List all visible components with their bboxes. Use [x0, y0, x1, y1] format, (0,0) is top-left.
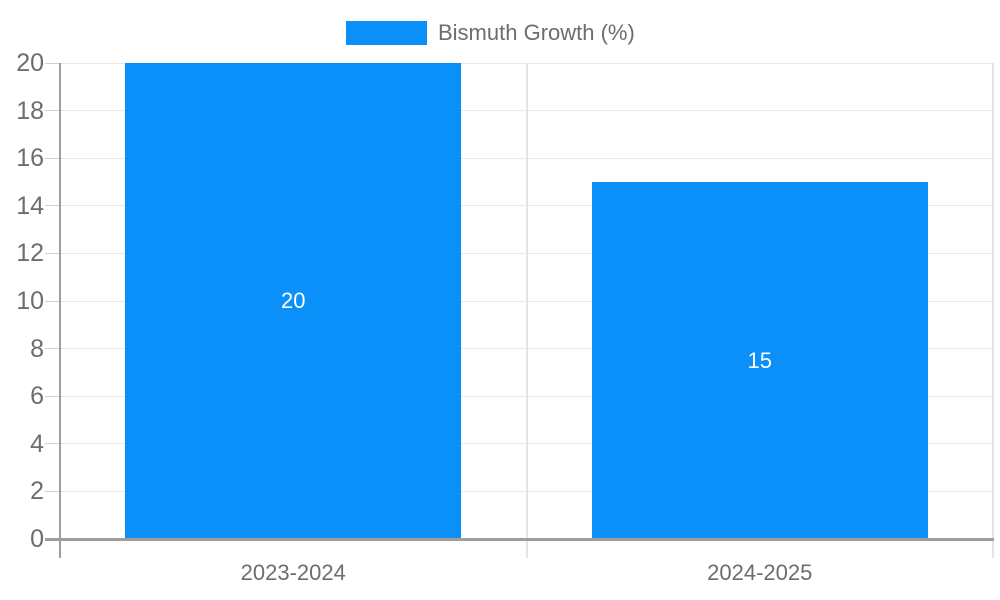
x-axis-line: [45, 538, 994, 541]
legend-label: Bismuth Growth (%): [438, 20, 635, 45]
y-axis-tick: [45, 348, 60, 350]
y-axis-tick: [45, 157, 60, 159]
y-axis-label: 18: [16, 96, 44, 125]
y-axis-tick: [45, 443, 60, 445]
y-axis-label: 8: [30, 334, 44, 363]
y-axis-tick: [45, 62, 60, 64]
y-axis-label: 16: [16, 144, 44, 173]
y-axis-label: 20: [16, 49, 44, 77]
y-axis-label: 0: [30, 525, 44, 553]
y-axis-label: 2: [30, 477, 44, 506]
y-axis-label: 4: [30, 429, 44, 458]
bar-value-label: 20: [281, 288, 306, 313]
y-axis-label: 6: [30, 382, 44, 411]
y-axis-label: 14: [16, 191, 44, 220]
y-axis-label: 12: [16, 239, 44, 268]
x-axis-label: 2024-2025: [707, 560, 813, 585]
legend: Bismuth Growth (%): [346, 19, 635, 47]
y-axis-tick: [45, 252, 60, 254]
y-axis-line: [59, 63, 61, 558]
y-axis-tick: [45, 300, 60, 302]
vertical-gridline: [525, 63, 528, 558]
legend-swatch: [346, 21, 427, 45]
bar-2024-2025[interactable]: [591, 182, 928, 539]
y-axis-tick: [45, 490, 60, 492]
y-axis-tick: [45, 110, 60, 112]
x-axis-label: 2023-2024: [240, 560, 346, 585]
bar-value-label: 15: [747, 347, 772, 373]
y-axis-tick: [45, 395, 60, 397]
vertical-gridline: [992, 63, 994, 558]
bar-2023-2024[interactable]: [125, 63, 462, 539]
y-axis-tick: [45, 205, 60, 207]
plot-area: 0 2 4 6 8 10 12 14 16 18 20 20 2023-2024 15 2024-2025: [16, 49, 994, 585]
y-axis-label: 10: [16, 287, 44, 315]
